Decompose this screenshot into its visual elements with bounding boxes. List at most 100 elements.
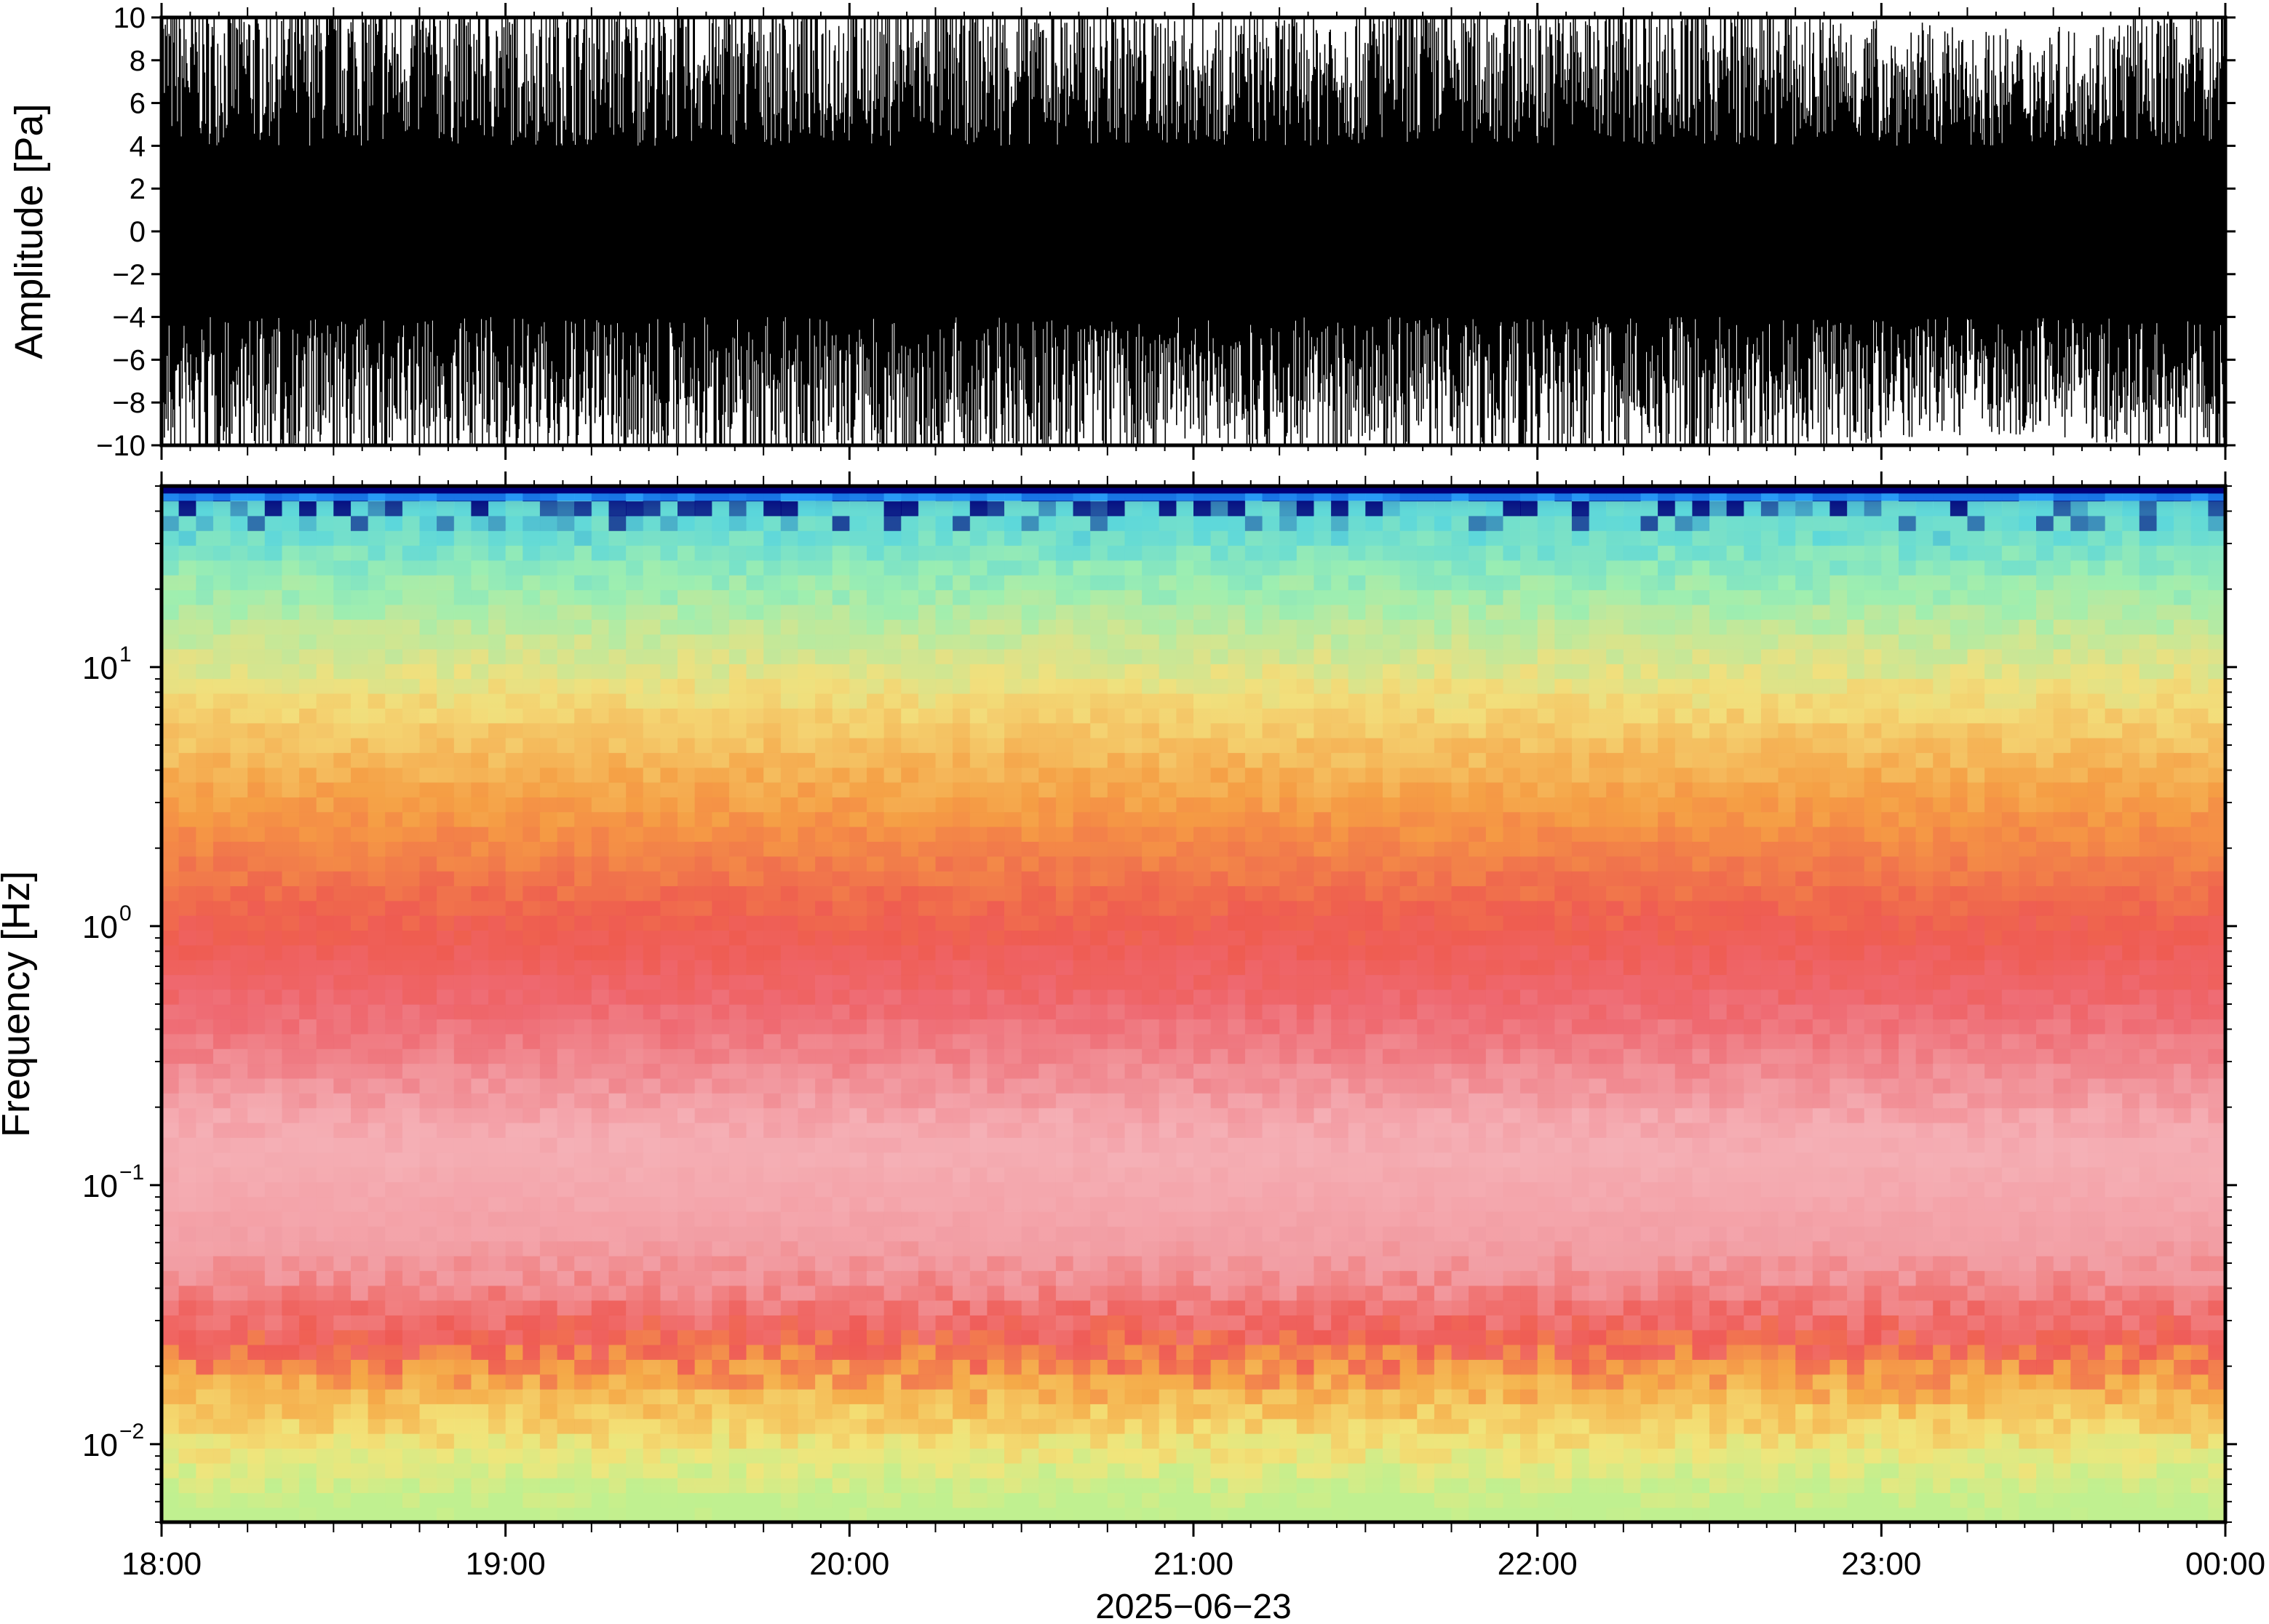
spectrogram-cell <box>196 1507 214 1522</box>
spectrogram-cell <box>1176 1241 1194 1257</box>
spectrogram-cell <box>539 1226 558 1242</box>
spectrogram-cell <box>918 767 937 783</box>
spectrogram-cell <box>1124 960 1143 976</box>
spectrogram-cell <box>471 678 489 694</box>
spectrogram-cell <box>763 1093 782 1109</box>
spectrogram-cell <box>1176 1388 1194 1404</box>
spectrogram-cell <box>1159 693 1177 709</box>
spectrogram-cell <box>660 870 678 886</box>
spectrogram-cell <box>574 1004 592 1020</box>
spectrogram-cell <box>849 856 867 872</box>
spectrogram-cell <box>1228 1270 1246 1286</box>
spectrogram-cell <box>1004 1048 1022 1064</box>
spectrogram-cell <box>247 515 266 531</box>
spectrogram-cell <box>367 1448 386 1464</box>
spectrogram-cell <box>1262 1226 1280 1242</box>
spectrogram-cell <box>815 797 833 813</box>
spectrogram-cell <box>453 634 472 650</box>
spectrogram-cell <box>608 944 627 960</box>
spectrogram-cell <box>1176 1507 1194 1522</box>
spectrogram-cell <box>1107 501 1126 517</box>
spectrogram-cell <box>677 1004 696 1020</box>
spectrogram-cell <box>212 1374 231 1390</box>
spectrogram-cell <box>1314 1299 1332 1315</box>
spectrogram-cell <box>953 1048 971 1064</box>
spectrogram-cell <box>1090 664 1108 680</box>
spectrogram-cell <box>453 1078 472 1094</box>
spectrogram-cell <box>316 781 335 797</box>
spectrogram-cell <box>1262 1019 1280 1035</box>
spectrogram-cell <box>969 915 988 931</box>
spectrogram-cell <box>247 619 266 635</box>
spectrogram-cell <box>1244 1226 1263 1242</box>
spectrogram-cell <box>763 1492 782 1508</box>
spectrogram-cell <box>437 1196 455 1212</box>
spectrogram-cell <box>212 1285 231 1301</box>
spectrogram-cell <box>505 856 524 872</box>
spectrogram-cell <box>453 1285 472 1301</box>
spectrogram-cell <box>505 1374 524 1390</box>
spectrogram-cell <box>557 708 575 724</box>
spectrogram-cell <box>282 856 300 872</box>
spectrogram-cell <box>1038 1241 1057 1257</box>
spectrogram-cell <box>299 989 317 1005</box>
spectrogram-cell <box>1021 619 1040 635</box>
spectrogram-cell <box>539 930 558 946</box>
spectrogram-cell <box>351 1404 369 1420</box>
spectrogram-cell <box>969 1492 988 1508</box>
spectrogram-cell <box>196 1137 214 1153</box>
spectrogram-cell <box>230 619 248 635</box>
spectrogram-cell <box>626 930 644 946</box>
spectrogram-cell <box>953 1078 971 1094</box>
spectrogram-cell <box>196 664 214 680</box>
spectrogram-cell <box>694 1063 712 1079</box>
spectrogram-cell <box>608 915 627 931</box>
spectrogram-cell <box>763 1388 782 1404</box>
spectrogram-cell <box>1107 589 1126 605</box>
spectrogram-cell <box>1124 1418 1143 1434</box>
spectrogram-cell <box>953 530 971 546</box>
spectrogram-cell <box>694 1182 712 1198</box>
spectrogram-cell <box>453 1404 472 1420</box>
spectrogram-cell <box>351 1182 369 1198</box>
spectrogram-cell <box>849 1478 867 1494</box>
spectrogram-cell <box>660 723 678 739</box>
spectrogram-cell <box>1124 1196 1143 1212</box>
spectrogram-cell <box>849 1211 867 1227</box>
spectrogram-cell <box>1228 1152 1246 1168</box>
spectrogram-cell <box>1038 900 1057 916</box>
spectrogram-cell <box>574 1492 592 1508</box>
spectrogram-cell <box>1296 856 1315 872</box>
spectrogram-cell <box>798 1404 816 1420</box>
spectrogram-cell <box>1055 708 1074 724</box>
spectrogram-cell <box>660 1137 678 1153</box>
spectrogram-cell <box>264 693 283 709</box>
spectrogram-cell <box>1021 545 1040 561</box>
spectrogram-cell <box>1176 1211 1194 1227</box>
spectrogram-cell <box>883 900 902 916</box>
spectrogram-cell <box>419 708 437 724</box>
spectrogram-cell <box>1073 1329 1091 1345</box>
spectrogram-cell <box>643 1374 661 1390</box>
spectrogram-cell <box>1004 545 1022 561</box>
spectrogram-cell <box>815 1404 833 1420</box>
spectrogram-cell <box>178 989 196 1005</box>
spectrogram-cell <box>1073 515 1091 531</box>
spectrogram-cell <box>712 1448 730 1464</box>
spectrogram-cell <box>1262 1004 1280 1020</box>
spectrogram-cell <box>162 1048 180 1064</box>
spectrogram-cell <box>196 1299 214 1315</box>
spectrogram-cell <box>918 664 937 680</box>
spectrogram-cell <box>746 619 764 635</box>
spectrogram-cell <box>471 1211 489 1227</box>
spectrogram-cell <box>832 781 851 797</box>
spectrogram-cell <box>385 841 403 857</box>
spectrogram-cell <box>608 870 627 886</box>
spectrogram-cell <box>935 737 953 753</box>
spectrogram-cell <box>694 1033 712 1049</box>
spectrogram-cell <box>1107 1182 1126 1198</box>
spectrogram-cell <box>574 737 592 753</box>
spectrogram-cell <box>539 501 558 517</box>
spectrogram-cell <box>694 515 712 531</box>
spectrogram-cell <box>867 1507 885 1522</box>
